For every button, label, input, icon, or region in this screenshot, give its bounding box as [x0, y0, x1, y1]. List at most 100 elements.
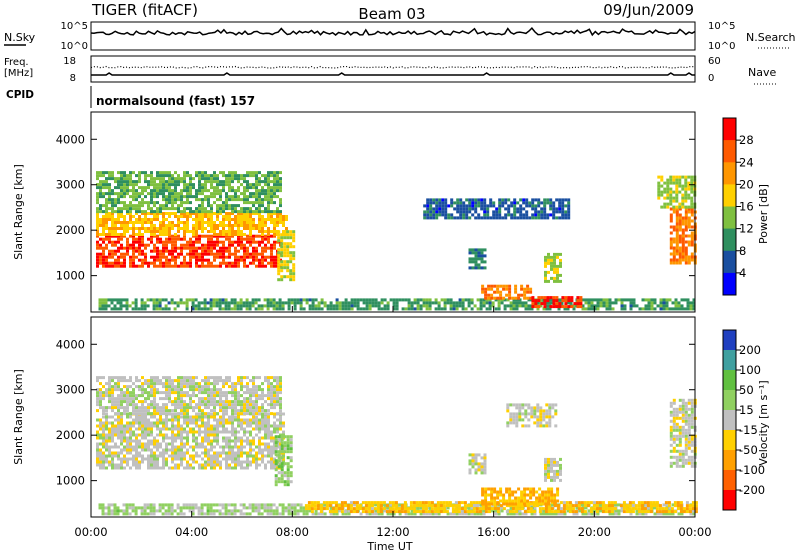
power-region-11: [657, 176, 696, 209]
velocity-region-5: [481, 488, 559, 506]
power-colorbar-swatch-6: [723, 251, 736, 274]
velocity-region-0: [96, 413, 285, 470]
velocity-panel: 1000 2000 3000 4000 Slant Range [km]: [12, 317, 698, 517]
time-tick-3: 12:00: [376, 525, 409, 539]
time-tick-1: 04:00: [175, 525, 208, 539]
freq-panel: Freq. [MHz] 18 8 60 0 Nave: [4, 56, 778, 84]
power-colorbar-label: Power [dB]: [757, 184, 770, 244]
power-region-1: [96, 212, 288, 236]
radar-title: TIGER (fitACF): [91, 1, 198, 19]
nsearch-tick-low: 10^0: [708, 41, 735, 52]
power-colorbar-swatch-7: [723, 273, 736, 296]
power-ytick-3000: 3000: [56, 178, 85, 192]
freq-unit: [MHz]: [4, 68, 33, 79]
velocity-colorbar-swatch-5: [723, 430, 736, 451]
velocity-region-7: [469, 453, 487, 474]
time-tick-4: 16:00: [477, 525, 510, 539]
power-region-5: [481, 285, 532, 300]
velocity-ytick-3000: 3000: [56, 383, 85, 397]
velocity-colorbar-swatch-1: [723, 350, 736, 371]
velocity-colorbar-swatch-7: [723, 470, 736, 491]
velocity-colorbar-swatch-0: [723, 330, 736, 351]
power-region-7: [544, 253, 562, 283]
date-title: 09/Jun/2009: [603, 1, 694, 19]
freq-label: Freq.: [4, 57, 29, 68]
power-colorbar-swatch-3: [723, 184, 736, 207]
freq-tick-low: 8: [70, 73, 76, 84]
nave-tick-low: 0: [708, 73, 714, 84]
nsky-frame: [91, 22, 695, 50]
nsky-tick-low: 10^0: [61, 41, 88, 52]
power-ytick-2000: 2000: [56, 223, 85, 237]
velocity-colorbar-tick-4: -15: [739, 423, 758, 437]
power-colorbar-swatch-5: [723, 229, 736, 252]
nsky-label: N.Sky: [4, 31, 36, 44]
velocity-region-9: [670, 399, 697, 468]
velocity-data: [96, 376, 698, 515]
cpid-value: normalsound (fast) 157: [96, 94, 255, 108]
velocity-colorbar-swatch-4: [723, 410, 736, 431]
power-colorbar-tick-4: 12: [739, 222, 754, 236]
cpid-panel: CPID normalsound (fast) 157: [6, 86, 255, 108]
velocity-colorbar-tick-2: 50: [739, 383, 754, 397]
power-colorbar-tick-5: 8: [739, 244, 746, 258]
nave-tick-high: 60: [708, 56, 721, 67]
time-axis-label: Time UT: [366, 540, 412, 553]
power-ytick-4000: 4000: [56, 132, 85, 146]
power-region-10: [670, 208, 697, 265]
power-region-9: [423, 198, 570, 219]
beam-title: Beam 03: [358, 5, 425, 23]
nsky-panel: N.Sky 10^5 10^0 10^5 10^0 N.Search: [4, 21, 796, 52]
velocity-colorbar-label: Velocity [m s⁻¹]: [757, 380, 770, 465]
power-colorbar-tick-6: 4: [739, 266, 746, 280]
time-axis: 00:00 04:00 08:00 12:00 16:00 20:00 00:00: [74, 525, 711, 539]
velocity-region-8: [506, 403, 557, 427]
power-ytick-1000: 1000: [56, 269, 85, 283]
power-colorbar-swatch-4: [723, 207, 736, 230]
nave-label: Nave: [748, 66, 776, 79]
power-region-8: [469, 248, 487, 269]
velocity-ytick-1000: 1000: [56, 474, 85, 488]
time-tick-6: 00:00: [678, 525, 711, 539]
velocity-region-6: [544, 458, 562, 482]
nsky-series: [91, 28, 695, 35]
power-colorbar-tick-2: 20: [739, 177, 754, 191]
time-tick-2: 08:00: [276, 525, 309, 539]
velocity-colorbar-tick-3: 15: [739, 403, 754, 417]
velocity-region-1: [96, 376, 282, 415]
freq-frame: [91, 56, 695, 82]
velocity-colorbar-tick-5: -50: [739, 443, 758, 457]
velocity-colorbar-tick-7: -200: [739, 483, 765, 497]
power-colorbar: 28 24 20 16 12 8 4: [723, 118, 754, 296]
nsearch-label: N.Search: [746, 31, 796, 44]
power-colorbar-swatch-0: [723, 118, 736, 141]
power-colorbar-swatch-1: [723, 140, 736, 163]
nsky-tick-high: 10^5: [61, 21, 88, 32]
velocity-colorbar-swatch-2: [723, 370, 736, 391]
power-data: [96, 171, 697, 310]
velocity-colorbar-tick-0: 200: [739, 343, 761, 357]
power-region-0: [96, 235, 282, 268]
velocity-ytick-4000: 4000: [56, 337, 85, 351]
time-tick-0: 00:00: [74, 525, 107, 539]
power-colorbar-swatch-2: [723, 162, 736, 185]
velocity-colorbar-swatch-6: [723, 450, 736, 471]
time-tick-5: 20:00: [578, 525, 611, 539]
power-region-2: [96, 171, 282, 213]
cpid-label: CPID: [6, 89, 34, 101]
power-region-3: [277, 230, 295, 281]
nsearch-tick-high: 10^5: [708, 21, 735, 32]
velocity-colorbar-tick-1: 100: [739, 363, 761, 377]
freq-series: [91, 73, 695, 75]
velocity-ylabel: Slant Range [km]: [12, 369, 25, 465]
velocity-ytick-2000: 2000: [56, 428, 85, 442]
power-colorbar-tick-3: 16: [739, 200, 754, 214]
power-colorbar-tick-0: 28: [739, 133, 754, 147]
nave-series: [91, 67, 695, 69]
freq-tick-high: 18: [63, 56, 76, 67]
power-colorbar-tick-1: 24: [739, 155, 754, 169]
velocity-colorbar-swatch-3: [723, 390, 736, 411]
